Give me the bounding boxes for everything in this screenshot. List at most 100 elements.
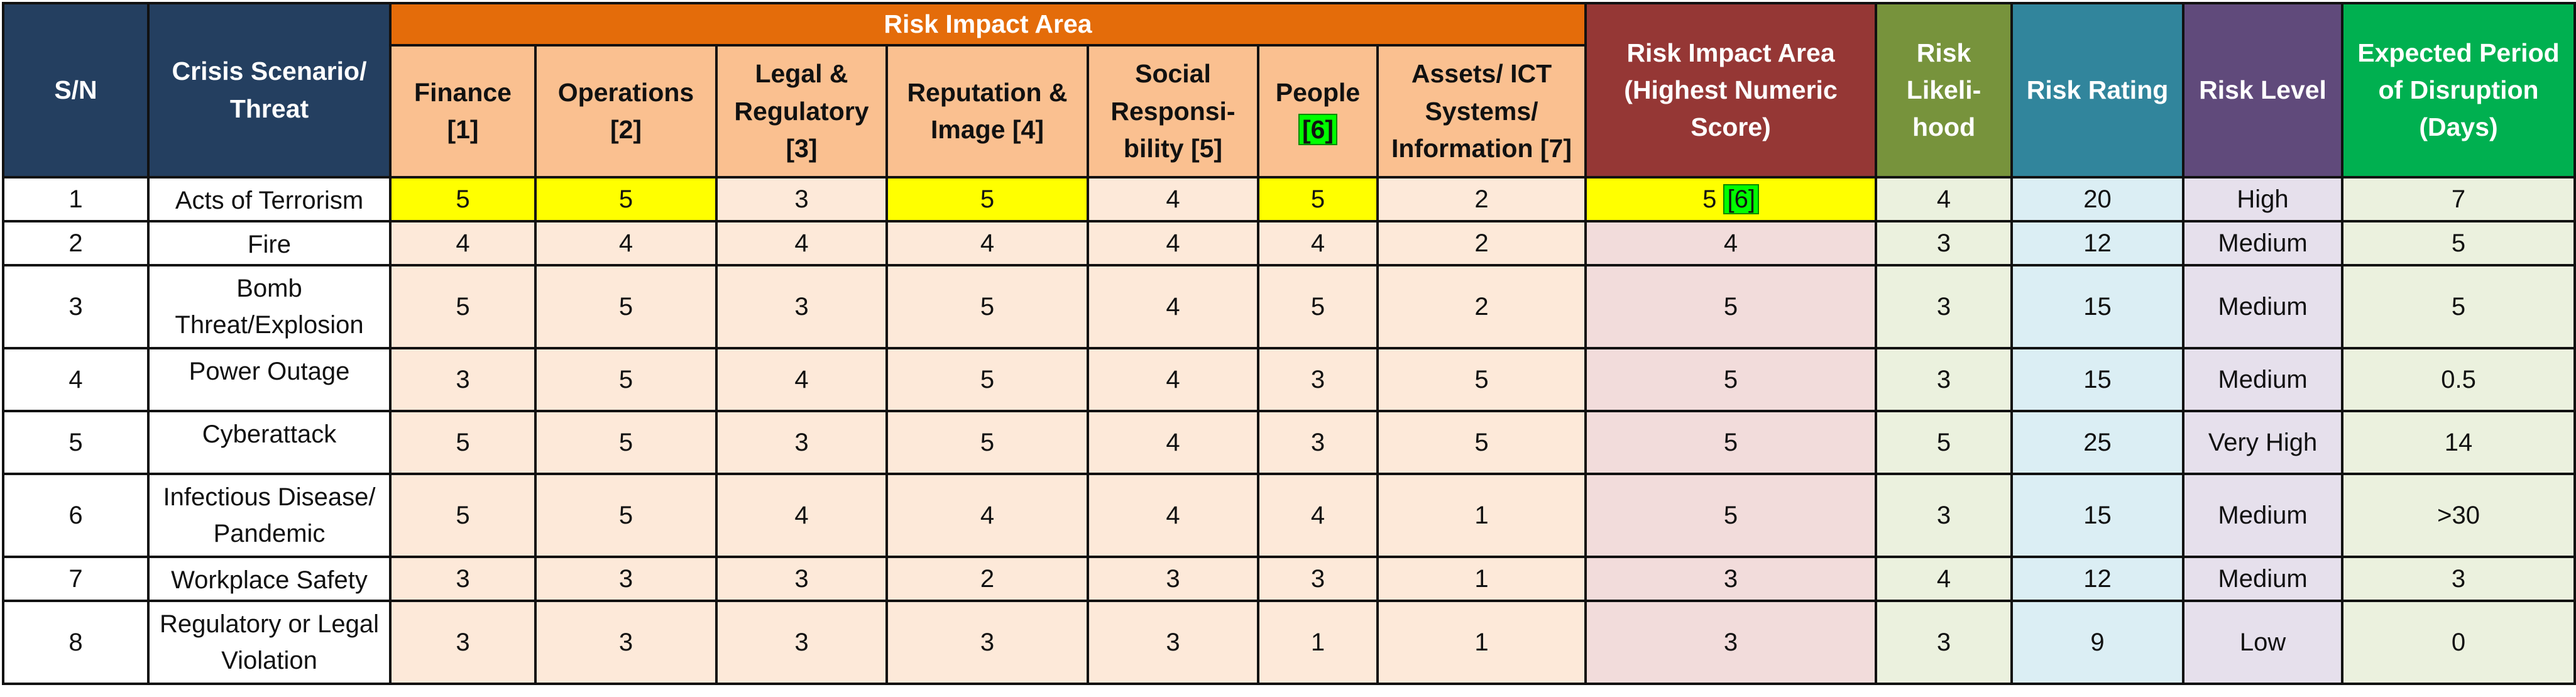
cell-highest: 5 [1584,473,1878,559]
cell-impact-legal: 3 [715,600,888,686]
cell-impact-reputation: 4 [885,220,1089,267]
cell-impact-assets: 1 [1376,600,1587,686]
cell-level: Medium [2182,473,2344,559]
cell-sn: 1 [2,176,150,223]
header-sn: S/N [2,1,150,179]
header-people-label: People [1275,78,1361,107]
cell-rating: 9 [2010,600,2185,686]
cell-highest: 5 [1584,264,1878,350]
cell-sn: 2 [2,220,150,267]
cell-period: 7 [2341,176,2576,223]
cell-period: 5 [2341,220,2576,267]
cell-likelihood: 3 [1875,600,2014,686]
cell-likelihood: 4 [1875,556,2014,603]
cell-rating: 25 [2010,410,2185,476]
cell-highest: 3 [1584,600,1878,686]
cell-impact-operations: 5 [534,176,718,223]
cell-scenario: Regulatory or Legal Violation [147,600,392,686]
table-row: 1 Acts of Terrorism 5 5 3 5 4 5 2 5 [6] 4 20 High 7 [2,176,2576,223]
cell-sn: 5 [2,410,150,476]
cell-period: 5 [2341,264,2576,350]
table-row: 3 Bomb Threat/Explosion 5 5 3 5 4 5 2 5 3 15 Medium 5 [2,264,2576,350]
cell-sn: 8 [2,600,150,686]
cell-impact-reputation: 5 [885,264,1089,350]
cell-impact-people: 4 [1257,473,1379,559]
cell-rating: 15 [2010,473,2185,559]
cell-impact-social: 4 [1087,220,1259,267]
cell-impact-reputation: 5 [885,347,1089,413]
cell-sn: 6 [2,473,150,559]
cell-impact-legal: 4 [715,347,888,413]
cell-rating: 15 [2010,347,2185,413]
highest-score-value: 5 [1723,429,1738,457]
cell-impact-legal: 3 [715,176,888,223]
header-reputation: Reputation & Image [4] [885,44,1089,179]
cell-impact-operations: 5 [534,473,718,559]
highest-score-value: 5 [1702,185,1717,214]
cell-highest: 3 [1584,556,1878,603]
cell-level: High [2182,176,2344,223]
cell-impact-reputation: 2 [885,556,1089,603]
header-finance: Finance [1] [389,44,537,179]
cell-impact-people: 3 [1257,347,1379,413]
cell-impact-finance: 3 [389,556,537,603]
cell-impact-social: 4 [1087,473,1259,559]
cell-level: Medium [2182,220,2344,267]
cell-scenario: Power Outage [147,347,392,413]
cell-impact-people: 5 [1257,176,1379,223]
cell-sn: 7 [2,556,150,603]
cell-impact-assets: 5 [1376,347,1587,413]
header-assets: Assets/ ICT Systems/ Information [7] [1376,44,1587,179]
cell-impact-assets: 1 [1376,556,1587,603]
cell-impact-operations: 3 [534,556,718,603]
cell-level: Very High [2182,410,2344,476]
cell-scenario: Cyberattack [147,410,392,476]
header-risk-impact-area: Risk Impact Area [388,1,1587,47]
highest-score-value: 5 [1723,293,1738,321]
cell-period: 0 [2341,600,2576,686]
cell-impact-finance: 5 [389,410,537,476]
cell-impact-reputation: 5 [885,410,1089,476]
cell-rating: 12 [2010,220,2185,267]
header-scenario: Crisis Scenario/ Threat [147,1,392,179]
cell-likelihood: 3 [1875,473,2014,559]
highest-score-value: 3 [1723,628,1738,657]
cell-scenario: Bomb Threat/Explosion [147,264,392,350]
cell-impact-operations: 5 [534,264,718,350]
header-level: Risk Level [2182,1,2344,179]
cell-impact-people: 3 [1257,410,1379,476]
table-row: 5 Cyberattack 5 5 3 5 4 3 5 5 5 25 Very High 14 [2,410,2576,476]
header-rating: Risk Rating [2010,1,2185,179]
cell-period: 3 [2341,556,2576,603]
cell-impact-operations: 4 [534,220,718,267]
cell-scenario: Acts of Terrorism [147,176,392,223]
cell-impact-assets: 1 [1376,473,1587,559]
cell-impact-reputation: 3 [885,600,1089,686]
cell-likelihood: 3 [1875,220,2014,267]
cell-likelihood: 3 [1875,264,2014,350]
cell-impact-people: 5 [1257,264,1379,350]
table-row: 2 Fire 4 4 4 4 4 4 2 4 3 12 Medium 5 [2,220,2576,267]
cell-period: 14 [2341,410,2576,476]
cell-sn: 4 [2,347,150,413]
header-social: Social Responsi-bility [5] [1087,44,1259,179]
cell-rating: 20 [2010,176,2185,223]
highest-score-value: 5 [1723,366,1738,394]
highest-score-value: 4 [1723,229,1738,258]
cell-impact-finance: 4 [389,220,537,267]
cell-impact-social: 3 [1087,556,1259,603]
cell-impact-operations: 5 [534,410,718,476]
cell-highest: 5 [1584,347,1878,413]
cell-impact-finance: 3 [389,600,537,686]
cell-impact-assets: 2 [1376,176,1587,223]
cell-likelihood: 4 [1875,176,2014,223]
cell-period: >30 [2341,473,2576,559]
cell-likelihood: 5 [1875,410,2014,476]
cell-rating: 15 [2010,264,2185,350]
cell-impact-operations: 5 [534,347,718,413]
cell-impact-reputation: 4 [885,473,1089,559]
cell-level: Medium [2182,347,2344,413]
cell-impact-reputation: 5 [885,176,1089,223]
header-likelihood: Risk Likeli-hood [1875,1,2014,179]
cell-highest: 4 [1584,220,1878,267]
